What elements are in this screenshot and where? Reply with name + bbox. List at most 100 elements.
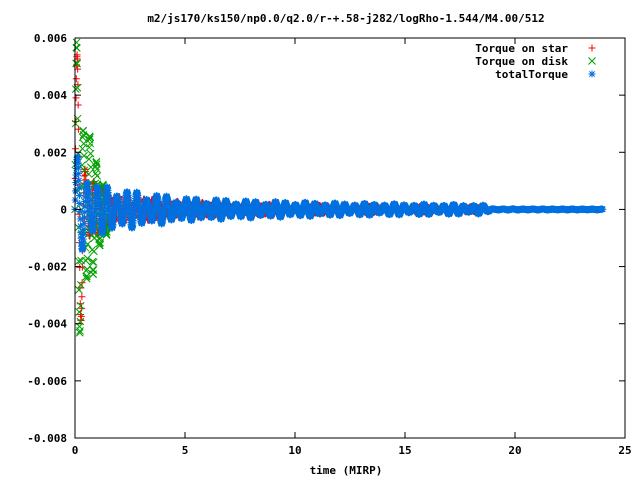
- y-tick-label: -0.008: [27, 432, 67, 445]
- data-point: [78, 144, 87, 153]
- y-tick-label: 0: [60, 203, 67, 216]
- y-tick-label: 0.004: [34, 89, 67, 102]
- legend-marker: [588, 44, 596, 52]
- data-point: [81, 214, 89, 222]
- data-point: [89, 258, 98, 267]
- data-point: [78, 279, 86, 287]
- data-point: [101, 200, 109, 208]
- data-point: [72, 165, 80, 173]
- legend-marker: [588, 70, 596, 78]
- data-point: [90, 213, 98, 221]
- data-point: [100, 215, 108, 223]
- data-point: [96, 210, 104, 218]
- data-marks: [71, 38, 607, 337]
- data-point: [77, 234, 85, 242]
- data-point: [79, 235, 87, 243]
- data-point: [96, 202, 104, 210]
- data-point: [76, 199, 84, 207]
- data-point: [72, 187, 80, 195]
- data-point: [72, 178, 80, 186]
- series-2: [71, 153, 607, 254]
- data-point: [101, 207, 109, 215]
- data-point: [72, 59, 80, 68]
- plot-frame: [74, 37, 626, 439]
- data-point: [84, 170, 93, 178]
- data-point: [96, 206, 104, 214]
- data-point: [74, 164, 82, 172]
- legend-label: totalTorque: [495, 68, 568, 81]
- data-point: [81, 203, 89, 211]
- data-point: [76, 215, 84, 223]
- data-point: [91, 202, 99, 210]
- data-point: [75, 328, 84, 337]
- data-point: [80, 151, 88, 160]
- y-tick-label: 0.002: [34, 146, 67, 159]
- y-tick-label: -0.002: [27, 261, 67, 274]
- data-point: [101, 203, 109, 211]
- data-point: [79, 139, 88, 148]
- x-axis-label: time (MIRP): [310, 464, 383, 477]
- data-point: [72, 75, 80, 83]
- data-point: [76, 301, 85, 310]
- data-point: [77, 229, 85, 237]
- data-point: [72, 171, 80, 179]
- x-tick-label: 10: [288, 444, 301, 457]
- data-point: [95, 195, 103, 203]
- data-point: [75, 192, 83, 200]
- data-point: [78, 293, 86, 301]
- data-point: [80, 220, 88, 228]
- data-point: [85, 132, 94, 141]
- y-tick-label: -0.006: [27, 375, 67, 388]
- x-tick-label: 15: [398, 444, 411, 457]
- data-point: [100, 211, 108, 219]
- data-point: [78, 304, 86, 312]
- data-point: [82, 274, 91, 283]
- data-point: [95, 241, 104, 250]
- data-point: [77, 222, 85, 230]
- data-point: [74, 101, 82, 109]
- x-tick-label: 20: [508, 444, 521, 457]
- data-point: [83, 254, 92, 263]
- data-point: [91, 209, 99, 217]
- data-point: [80, 225, 88, 233]
- data-point: [86, 149, 95, 158]
- data-point: [93, 172, 102, 180]
- data-point: [75, 184, 83, 192]
- data-point: [75, 308, 84, 316]
- data-point: [74, 156, 82, 164]
- data-point: [100, 219, 108, 227]
- data-point: [79, 131, 88, 139]
- data-point: [74, 159, 82, 167]
- data-point: [78, 133, 87, 142]
- data-point: [96, 214, 104, 222]
- data-point: [75, 286, 83, 294]
- data-point: [83, 272, 91, 280]
- x-tick-label: 0: [72, 444, 79, 457]
- data-point: [75, 170, 83, 178]
- data-point: [71, 119, 80, 128]
- data-point: [74, 257, 83, 266]
- data-point: [80, 230, 88, 238]
- data-point: [82, 193, 90, 201]
- data-point: [88, 257, 97, 266]
- data-point: [79, 239, 87, 247]
- data-point: [86, 139, 95, 148]
- x-tick-label: 5: [182, 444, 189, 457]
- data-point: [89, 266, 98, 274]
- data-point: [81, 208, 89, 216]
- axis-ticks: 0 5 10 15 20 25 -0.008 -0.006 -0.004 -0.002 0 0.002…: [27, 32, 631, 457]
- data-point: [81, 198, 89, 206]
- data-point: [92, 157, 101, 166]
- y-tick-label: 0.006: [34, 32, 67, 45]
- data-point: [95, 199, 103, 207]
- data-point: [85, 155, 93, 163]
- x-tick-label: 25: [618, 444, 631, 457]
- data-point: [599, 205, 607, 213]
- data-point: [76, 207, 84, 215]
- legend-label: Torque on star: [475, 42, 568, 55]
- data-point: [76, 327, 84, 335]
- chart-title: m2/js170/ks150/np0.0/q2.0/r-+.58-j282/lo…: [147, 12, 544, 25]
- data-point: [93, 165, 101, 174]
